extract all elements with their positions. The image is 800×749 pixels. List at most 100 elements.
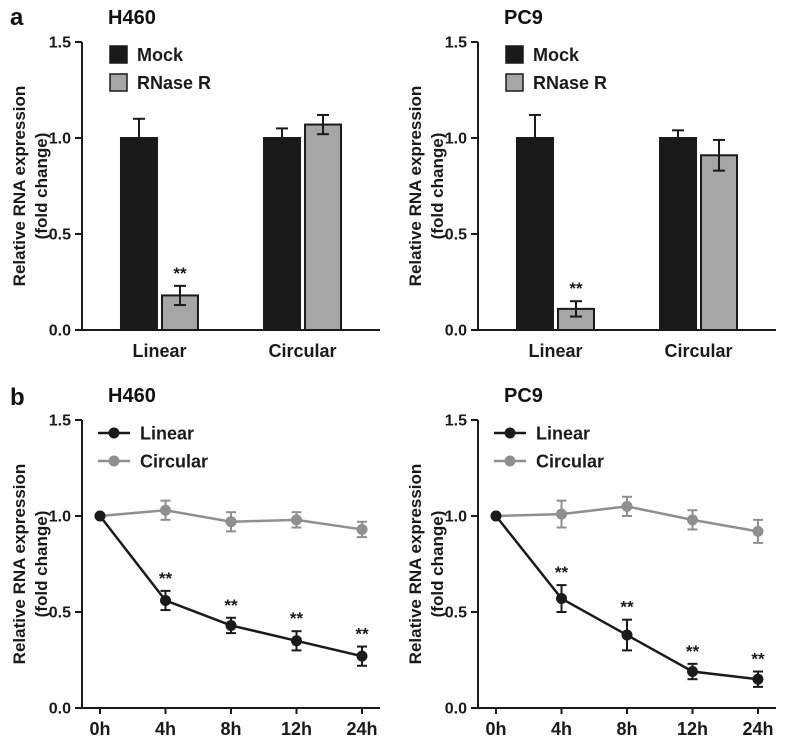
sig-label: ** bbox=[224, 596, 238, 615]
legend-marker-circular bbox=[108, 455, 120, 467]
sig-label: ** bbox=[173, 264, 187, 283]
legend-label: RNase R bbox=[137, 73, 211, 93]
data-point-circular-4h bbox=[160, 504, 171, 516]
error-bar bbox=[569, 300, 582, 318]
legend-label: Mock bbox=[137, 45, 184, 65]
legend-swatch-mock bbox=[109, 45, 128, 64]
x-category-label: 4h bbox=[155, 719, 176, 739]
y-tick-label: 1.5 bbox=[49, 35, 71, 52]
y-tick-label: 0.0 bbox=[445, 323, 467, 340]
y-tick-label: 1.0 bbox=[49, 131, 71, 148]
y-axis-title: (fold change) bbox=[428, 133, 447, 240]
x-category-label: Linear bbox=[528, 341, 582, 361]
error-bar bbox=[672, 129, 685, 147]
chart-wrap-h460-line: H460 0.0 0.5 1.0 1.5 Relative RNA expression… bbox=[4, 384, 400, 748]
legend-swatch-rnase-r bbox=[505, 73, 524, 92]
legend-label: RNase R bbox=[533, 73, 607, 93]
y-tick-label: 1.0 bbox=[445, 131, 467, 148]
sig-label: ** bbox=[355, 625, 369, 644]
line-chart-pc9: 0.0 0.5 1.0 1.5 Relative RNA expression (fold… bbox=[400, 410, 796, 748]
y-axis-title: Relative RNA expression bbox=[10, 464, 29, 665]
y-tick-label: 1.0 bbox=[445, 509, 467, 526]
error-bar bbox=[173, 284, 186, 307]
error-bar bbox=[713, 138, 726, 172]
x-category-label: 24h bbox=[346, 719, 377, 739]
bar-mock-linear bbox=[119, 137, 158, 331]
data-point-circular-4h bbox=[556, 508, 567, 520]
data-point-linear-12h bbox=[291, 635, 302, 647]
error-bar bbox=[276, 127, 289, 149]
data-point-circular-24h bbox=[752, 525, 764, 537]
error-bar bbox=[132, 117, 145, 159]
x-category-label: 8h bbox=[220, 719, 241, 739]
data-point-linear-4h bbox=[556, 593, 567, 605]
panel-b-charts-row: H460 0.0 0.5 1.0 1.5 Relative RNA expression… bbox=[0, 384, 800, 748]
legend-label: Linear bbox=[140, 424, 194, 444]
bar-mock-circular bbox=[659, 137, 698, 331]
legend-label: Linear bbox=[536, 424, 590, 444]
panel-a-charts-row: H460 0.0 0.5 1.0 1.5 Relative RNA expression… bbox=[0, 6, 800, 370]
chart-title-h460-line: H460 bbox=[108, 385, 156, 407]
y-tick-label: 0.0 bbox=[445, 701, 467, 718]
x-category-label: 4h bbox=[551, 719, 572, 739]
data-point-linear-4h bbox=[160, 594, 171, 606]
legend-label: Circular bbox=[536, 452, 604, 472]
legend-marker-circular bbox=[504, 455, 516, 467]
y-axis-title: (fold change) bbox=[428, 511, 447, 618]
error-bar bbox=[528, 113, 541, 163]
x-category-label: 24h bbox=[742, 719, 773, 739]
bar-rnase-r-circular bbox=[700, 154, 739, 331]
data-point-linear-0h bbox=[490, 510, 502, 522]
bar-chart-pc9: 0.0 0.5 1.0 1.5 Relative RNA expression (fold… bbox=[400, 32, 796, 370]
chart-wrap-h460-bar: H460 0.0 0.5 1.0 1.5 Relative RNA expression… bbox=[4, 6, 400, 370]
data-point-circular-12h bbox=[687, 514, 698, 526]
bar-mock-linear bbox=[515, 137, 554, 331]
chart-svg-pc9-line: 0.0 0.5 1.0 1.5 Relative RNA expression (fold… bbox=[406, 413, 776, 739]
x-category-label: 12h bbox=[677, 719, 708, 739]
chart-wrap-pc9-bar: PC9 0.0 0.5 1.0 1.5 Relative RNA expression(… bbox=[400, 6, 796, 370]
sig-label: ** bbox=[686, 642, 700, 661]
chart-svg-h460-bar: 0.0 0.5 1.0 1.5 Relative RNA expression (fold… bbox=[10, 35, 380, 361]
data-point-linear-0h bbox=[94, 510, 106, 522]
x-category-label: Linear bbox=[132, 341, 186, 361]
y-axis-title: Relative RNA expression bbox=[10, 86, 29, 287]
y-tick-label: 1.5 bbox=[445, 413, 467, 430]
legend-swatch-mock bbox=[505, 45, 524, 64]
series-line-linear bbox=[99, 515, 363, 658]
legend-marker-linear bbox=[504, 427, 516, 439]
data-point-linear-8h bbox=[225, 619, 237, 631]
data-point-linear-8h bbox=[621, 629, 633, 641]
data-point-circular-8h bbox=[225, 516, 237, 528]
x-category-label: 12h bbox=[281, 719, 312, 739]
sig-label: ** bbox=[751, 650, 765, 669]
data-point-circular-24h bbox=[356, 523, 368, 535]
chart-svg-h460-line: 0.0 0.5 1.0 1.5 Relative RNA expression (fold… bbox=[10, 413, 380, 739]
panel-b-label: b bbox=[10, 384, 25, 411]
panel-a: a H460 0.0 0.5 1.0 1.5 Relative RNA expressi… bbox=[0, 0, 800, 370]
legend-marker-linear bbox=[108, 427, 120, 439]
y-tick-label: 1.0 bbox=[49, 509, 71, 526]
x-category-label: Circular bbox=[665, 341, 733, 361]
bar-rnase-r-circular bbox=[304, 123, 343, 331]
legend-label: Mock bbox=[533, 45, 580, 65]
data-point-linear-24h bbox=[752, 673, 764, 685]
error-bar bbox=[317, 113, 330, 136]
y-tick-label: 0.5 bbox=[445, 605, 467, 622]
chart-title-h460-bar: H460 bbox=[108, 7, 156, 29]
chart-wrap-pc9-line: PC9 0.0 0.5 1.0 1.5 Relative RNA expression(… bbox=[400, 384, 796, 748]
x-category-label: 0h bbox=[485, 719, 506, 739]
y-tick-label: 0.0 bbox=[49, 701, 71, 718]
y-tick-label: 0.5 bbox=[49, 605, 71, 622]
chart-title-pc9-line: PC9 bbox=[504, 385, 543, 407]
y-tick-label: 0.5 bbox=[445, 227, 467, 244]
sig-label: ** bbox=[290, 609, 304, 628]
line-chart-h460: 0.0 0.5 1.0 1.5 Relative RNA expression (fold… bbox=[4, 410, 400, 748]
y-tick-label: 0.0 bbox=[49, 323, 71, 340]
y-tick-label: 1.5 bbox=[445, 35, 467, 52]
chart-title-pc9-bar: PC9 bbox=[504, 7, 543, 29]
data-point-linear-24h bbox=[356, 650, 368, 662]
y-axis-title: Relative RNA expression bbox=[406, 86, 425, 287]
bar-chart-h460: 0.0 0.5 1.0 1.5 Relative RNA expression (fold… bbox=[4, 32, 400, 370]
y-axis-title: Relative RNA expression bbox=[406, 464, 425, 665]
